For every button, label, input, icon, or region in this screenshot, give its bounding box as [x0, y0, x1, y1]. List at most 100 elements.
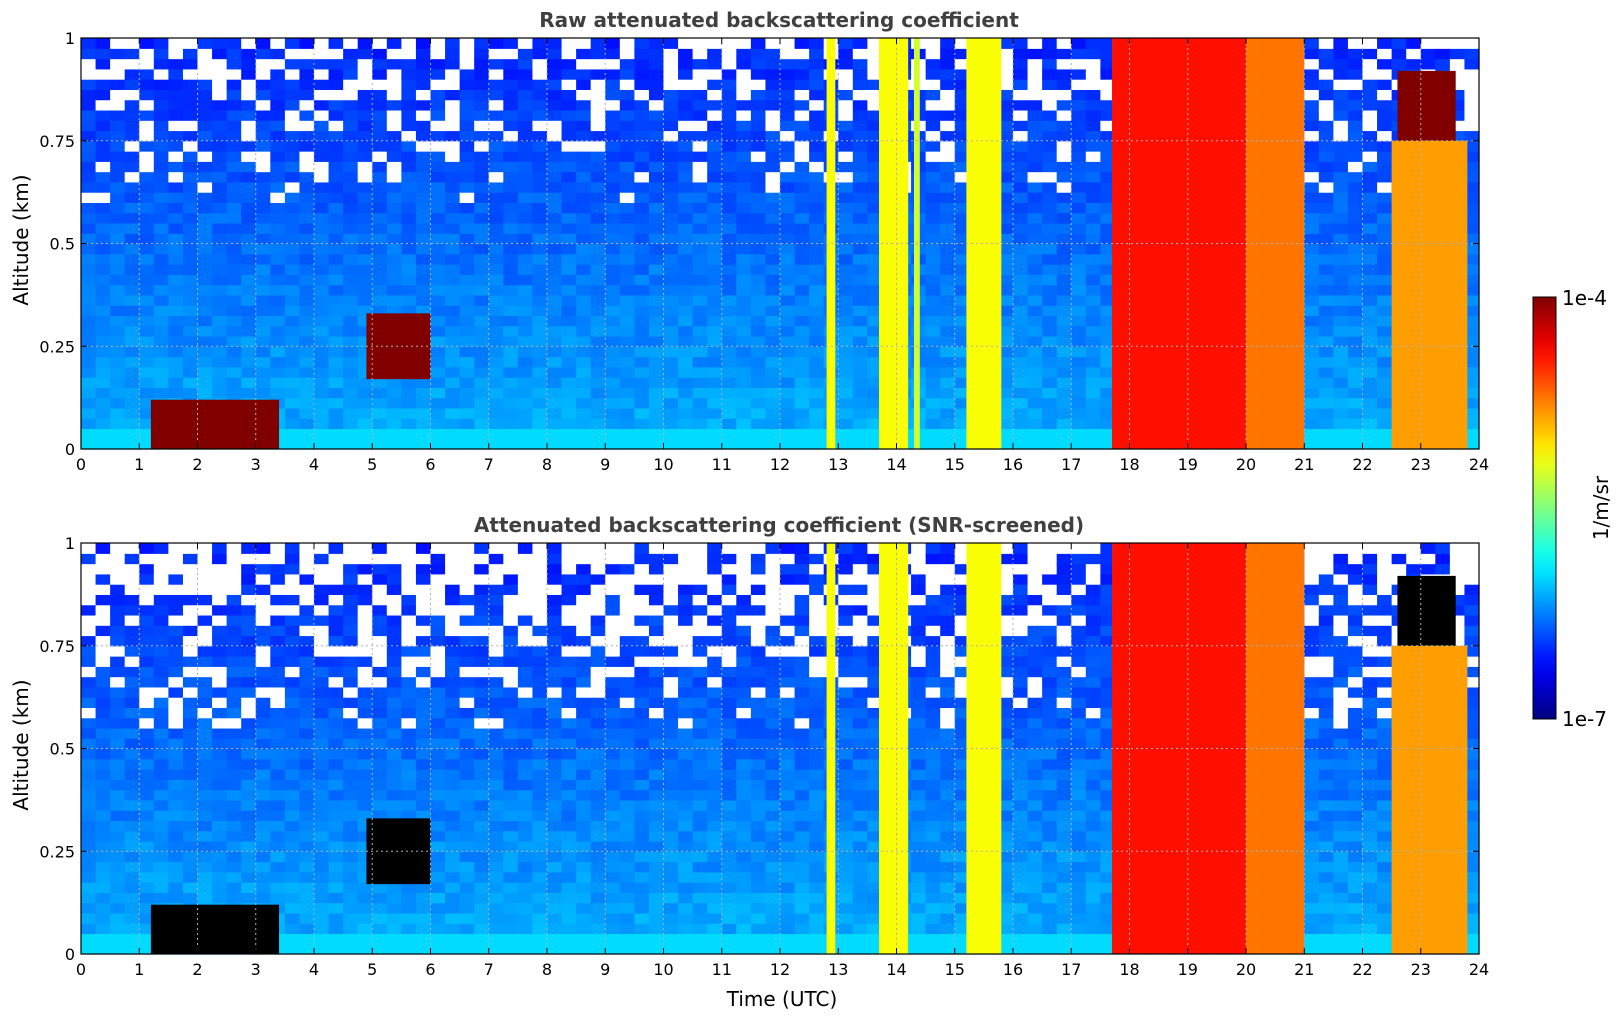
heatmap-cell [809, 181, 825, 193]
heatmap-cell [401, 625, 417, 637]
heatmap-cell [270, 68, 286, 80]
heatmap-cell [474, 68, 490, 80]
heatmap-cell [343, 377, 359, 388]
heatmap-cell [925, 418, 941, 430]
heatmap-cell [1071, 274, 1087, 286]
heatmap-cell [139, 387, 155, 399]
heatmap-cell [1056, 243, 1072, 255]
heatmap-cell [357, 140, 373, 152]
heatmap-cell [197, 68, 213, 80]
heatmap-cell [1318, 38, 1334, 49]
heatmap-cell [284, 202, 301, 214]
heatmap-cell [532, 315, 548, 327]
heatmap-cell [124, 192, 140, 204]
x-tick-label: 0 [76, 455, 86, 474]
heatmap-cell [1318, 243, 1334, 255]
heatmap-cell [721, 325, 737, 337]
heatmap-cell [95, 79, 111, 90]
heatmap-cell [343, 315, 359, 327]
heatmap-cell [81, 707, 97, 719]
heatmap-cell [663, 79, 679, 90]
heatmap-cell [925, 181, 941, 193]
heatmap-cell [692, 68, 708, 80]
heatmap-cell [226, 543, 242, 554]
heatmap-cell [372, 192, 388, 204]
heatmap-cell [750, 274, 767, 286]
heatmap-cell [707, 315, 723, 327]
heatmap-cell [284, 563, 301, 575]
heatmap-cell [110, 438, 126, 450]
heatmap-cell [357, 253, 373, 265]
heatmap-cell [648, 212, 665, 224]
heatmap-cell [212, 676, 228, 688]
heatmap-cell [459, 233, 475, 245]
heatmap-cell [168, 192, 184, 204]
heatmap-cell [1042, 366, 1058, 378]
heatmap-cell [124, 161, 140, 173]
heatmap-cell [445, 48, 461, 60]
heatmap-cell [197, 779, 213, 791]
heatmap-cell [1100, 418, 1116, 430]
heatmap-cell [284, 161, 301, 173]
heatmap-cell [182, 284, 199, 296]
heatmap-cell [648, 387, 665, 399]
heatmap-cell [1362, 99, 1378, 111]
heatmap-cell [940, 294, 956, 306]
heatmap-cell [95, 418, 111, 430]
heatmap-cell [226, 635, 242, 647]
heatmap-cell [212, 553, 228, 565]
heatmap-cell [852, 397, 868, 409]
heatmap-cell [532, 428, 548, 440]
heatmap-cell [1362, 438, 1378, 450]
heatmap-cell [401, 181, 417, 193]
heatmap-cell [605, 89, 621, 101]
heatmap-cell [241, 758, 257, 770]
heatmap-cell [1085, 202, 1101, 214]
heatmap-cell [328, 573, 344, 585]
heatmap-cell [1071, 202, 1087, 214]
heatmap-cell [197, 625, 213, 637]
heatmap-cell [576, 346, 592, 358]
heatmap-cell [415, 387, 432, 399]
heatmap-cell [809, 68, 825, 80]
heatmap-cell [852, 48, 868, 60]
heatmap-cell [314, 697, 330, 709]
heatmap-cell [415, 99, 432, 111]
heatmap-cell [1347, 48, 1364, 60]
heatmap-cell [867, 233, 883, 245]
heatmap-cell [852, 325, 868, 337]
heatmap-cell [1056, 161, 1072, 173]
heatmap-cell [532, 202, 548, 214]
heatmap-cell [284, 748, 301, 760]
heatmap-cell [314, 99, 330, 111]
heatmap-cell [153, 563, 169, 575]
heatmap-cell [1333, 387, 1349, 399]
heatmap-cell [765, 109, 781, 121]
heatmap-cell [1333, 48, 1349, 60]
heatmap-cell [648, 243, 665, 255]
heatmap-cell [1085, 335, 1101, 347]
heatmap-cell [415, 171, 432, 183]
heatmap-cell [1333, 171, 1349, 183]
heatmap-cell [270, 305, 286, 317]
heatmap-cell [415, 594, 432, 606]
heatmap-cell [459, 407, 475, 419]
heatmap-cell [925, 151, 941, 162]
heatmap-cell [299, 407, 315, 419]
heatmap-cell [226, 727, 242, 739]
heatmap-cell [284, 284, 301, 296]
heatmap-cell [459, 397, 475, 409]
heatmap-cell [517, 151, 534, 162]
heatmap-cell [95, 810, 111, 822]
heatmap-cell [503, 233, 519, 245]
heatmap-cell [95, 871, 111, 883]
heatmap-cell [226, 563, 242, 575]
heatmap-cell [780, 181, 796, 193]
heatmap-cell [401, 676, 417, 688]
heatmap-cell [445, 264, 461, 275]
heatmap-cell [605, 181, 621, 193]
heatmap-cell [372, 305, 388, 317]
heatmap-cell [678, 79, 694, 90]
heatmap-cell [590, 120, 606, 132]
